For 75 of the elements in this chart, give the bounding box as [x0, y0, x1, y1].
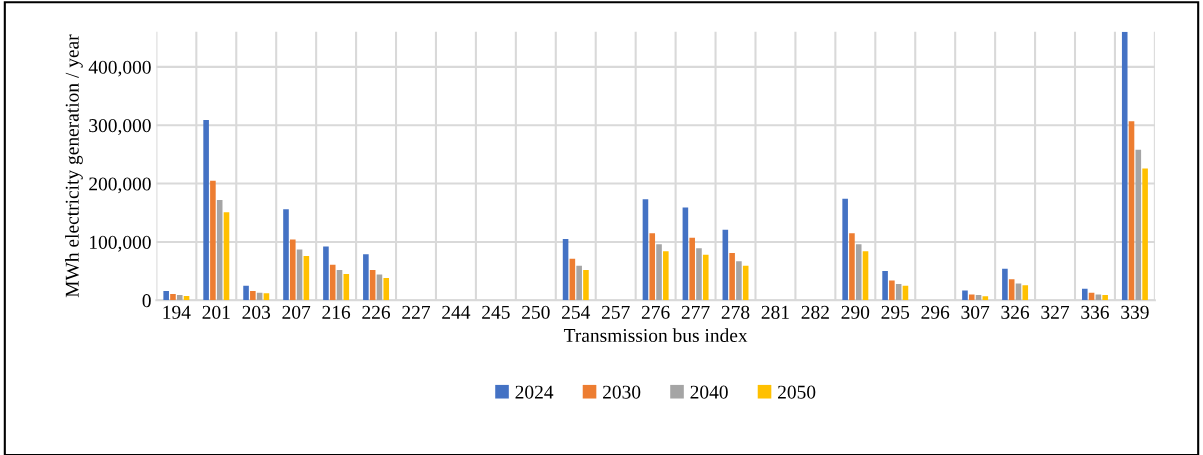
bar — [176, 295, 183, 301]
legend-label: 2050 — [778, 385, 816, 399]
x-tick-label: 307 — [961, 305, 990, 319]
y-tick-label: 300,000 — [89, 119, 151, 135]
y-tick-label: 100,000 — [90, 235, 151, 252]
y-tick-label: 200,000 — [89, 177, 151, 194]
x-tick-label: 281 — [761, 305, 789, 319]
x-tick-label: 326 — [1001, 305, 1030, 319]
bar — [663, 251, 669, 301]
x-tick-label: 207 — [282, 305, 311, 319]
x-tick-label: 244 — [442, 305, 471, 319]
y-tick-label: 400,000 — [88, 60, 151, 77]
bar — [649, 233, 656, 301]
bar — [656, 244, 662, 301]
bar — [842, 198, 848, 301]
y-tick-label: 0 — [142, 294, 151, 308]
x-tick-label: 277 — [681, 305, 710, 319]
x-tick-label: 250 — [522, 305, 550, 319]
bar — [696, 248, 702, 301]
y-axis-title: MWh electricity generation / year — [65, 34, 83, 298]
x-tick-label: 194 — [163, 305, 191, 319]
x-tick-label: 227 — [402, 305, 431, 319]
x-axis-title: Transmission bus index — [563, 328, 748, 343]
x-tick-label: 295 — [881, 305, 910, 319]
bar — [1022, 285, 1029, 301]
x-tick-label: 278 — [721, 305, 750, 319]
legend-label: 2024 — [515, 385, 554, 399]
bar — [849, 233, 855, 301]
legend-label: 2030 — [603, 385, 641, 399]
x-tick-label: 339 — [1121, 305, 1149, 319]
x-tick-label: 257 — [601, 305, 630, 319]
bar — [163, 290, 169, 301]
bar — [889, 280, 895, 301]
x-tick-label: 216 — [322, 305, 351, 319]
bar — [263, 293, 270, 301]
bar — [702, 254, 709, 301]
x-tick-label: 336 — [1081, 305, 1109, 319]
x-tick-label: 245 — [482, 305, 510, 319]
bar — [1121, 31, 1128, 301]
x-tick-label: 203 — [242, 305, 271, 319]
x-tick-label: 327 — [1041, 305, 1070, 319]
bar — [363, 254, 369, 301]
bar — [323, 246, 329, 301]
bar — [1002, 268, 1008, 301]
bar — [283, 209, 289, 301]
bar — [210, 180, 216, 301]
bar — [243, 285, 249, 301]
x-tick-label: 254 — [562, 305, 591, 319]
bar — [583, 269, 589, 301]
bar — [1081, 288, 1088, 301]
bar — [1008, 279, 1015, 301]
x-tick-label: 296 — [921, 305, 950, 319]
bar — [289, 239, 296, 301]
bar — [736, 261, 742, 301]
bar — [329, 264, 336, 301]
bar — [855, 244, 862, 301]
x-tick-label: 226 — [362, 305, 391, 319]
bar — [689, 237, 695, 301]
x-tick-label: 201 — [202, 305, 230, 319]
bar — [203, 119, 209, 301]
bar — [1102, 295, 1108, 301]
legend-label: 2040 — [690, 385, 728, 399]
bar — [729, 253, 735, 301]
bar — [250, 290, 256, 301]
x-tick-label: 282 — [801, 305, 829, 319]
bar — [383, 278, 390, 301]
bar — [576, 265, 582, 301]
x-tick-label: 290 — [841, 305, 870, 319]
x-tick-label: 276 — [641, 305, 670, 319]
bar — [1095, 294, 1102, 301]
bar — [962, 290, 968, 301]
bar — [170, 293, 176, 301]
bar — [882, 271, 888, 301]
bar — [1142, 168, 1148, 301]
bar — [968, 294, 975, 301]
